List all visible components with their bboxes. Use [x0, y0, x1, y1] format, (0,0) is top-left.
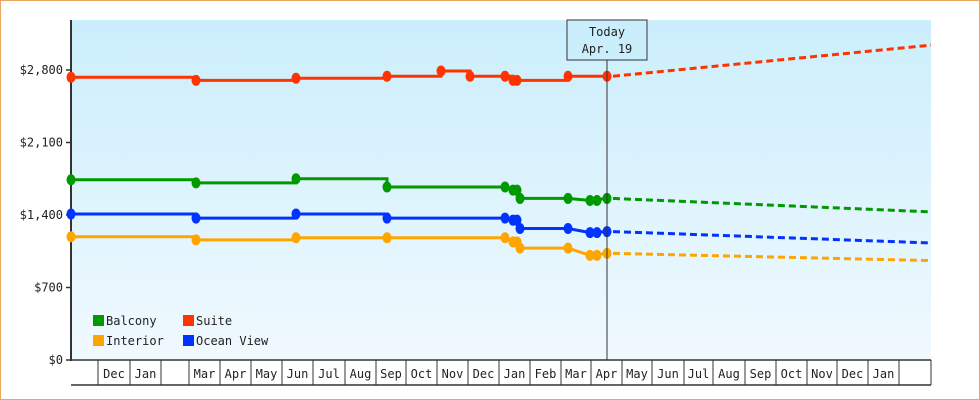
x-month-label: Nov	[442, 367, 464, 381]
data-point-marker[interactable]	[465, 70, 475, 82]
x-month-label: Dec	[842, 367, 864, 381]
data-point-marker[interactable]	[585, 227, 595, 239]
x-month-label: May	[256, 367, 278, 381]
data-point-marker[interactable]	[436, 65, 446, 77]
data-point-marker[interactable]	[592, 227, 602, 239]
data-point-marker[interactable]	[515, 222, 525, 234]
legend-label[interactable]: Balcony	[106, 314, 157, 328]
data-point-marker[interactable]	[563, 70, 573, 82]
x-month-label: Jan	[504, 367, 526, 381]
data-point-marker[interactable]	[382, 70, 392, 82]
x-month-label: Jul	[318, 367, 340, 381]
legend-swatch	[93, 335, 104, 346]
x-month-label: Aug	[718, 367, 740, 381]
legend-label[interactable]: Suite	[196, 314, 232, 328]
forecast-line	[612, 251, 932, 263]
today-date: Apr. 19	[582, 42, 633, 56]
x-month-label: Jun	[287, 367, 309, 381]
x-month-label: Mar	[194, 367, 216, 381]
data-point-marker[interactable]	[512, 184, 522, 196]
data-point-marker[interactable]	[382, 212, 392, 224]
data-point-marker[interactable]	[515, 192, 525, 204]
x-month-label: Nov	[811, 367, 833, 381]
y-tick-label: $1,400	[20, 208, 63, 222]
legend-swatch	[183, 315, 194, 326]
x-month-label: Sep	[380, 367, 402, 381]
x-month-label: Mar	[565, 367, 587, 381]
x-month-label: Feb	[535, 367, 557, 381]
y-tick-label: $2,800	[20, 63, 63, 77]
data-point-marker[interactable]	[66, 208, 76, 220]
data-point-marker[interactable]	[512, 74, 522, 86]
x-month-label: Dec	[103, 367, 125, 381]
data-point-marker[interactable]	[592, 195, 602, 206]
y-tick-label: $0	[49, 353, 63, 367]
forecast-line	[612, 43, 932, 78]
data-point-marker[interactable]	[592, 249, 602, 261]
data-point-marker[interactable]	[291, 208, 301, 220]
data-point-marker[interactable]	[191, 177, 201, 189]
legend: Balcony Suite Interior Ocean View	[93, 314, 269, 348]
forecast-line	[612, 196, 932, 214]
y-tick-label: $2,100	[20, 136, 63, 150]
x-month-label: Jan	[135, 367, 157, 381]
data-point-marker[interactable]	[382, 232, 392, 244]
y-axis: $0 $700 $1,400 $2,100 $2,800	[20, 20, 72, 367]
data-point-marker[interactable]	[515, 242, 525, 254]
today-label: Today	[589, 25, 625, 39]
data-point-marker[interactable]	[66, 231, 76, 243]
data-point-marker[interactable]	[191, 212, 201, 224]
data-point-marker[interactable]	[66, 174, 76, 186]
x-month-label: Apr	[225, 367, 247, 381]
data-point-marker[interactable]	[563, 192, 573, 204]
legend-label[interactable]: Ocean View	[196, 334, 269, 348]
x-month-label: Aug	[350, 367, 372, 381]
x-month-label: Jul	[688, 367, 710, 381]
x-month-label: Oct	[781, 367, 803, 381]
data-point-marker[interactable]	[500, 232, 510, 244]
legend-label[interactable]: Interior	[106, 334, 164, 348]
data-point-marker[interactable]	[291, 232, 301, 244]
x-month-label: Sep	[750, 367, 772, 381]
data-point-marker[interactable]	[191, 74, 201, 86]
data-point-marker[interactable]	[291, 173, 301, 185]
legend-swatch	[183, 335, 194, 346]
data-point-marker[interactable]	[563, 242, 573, 254]
today-marker: Today Apr. 19	[566, 19, 648, 360]
data-point-marker[interactable]	[382, 181, 392, 193]
data-point-marker[interactable]	[500, 212, 510, 224]
data-point-marker[interactable]	[585, 195, 595, 206]
data-point-marker[interactable]	[512, 214, 522, 226]
forecast-line	[612, 230, 932, 245]
y-tick-label: $700	[34, 281, 63, 295]
x-month-label: Jun	[657, 367, 679, 381]
plot-area	[71, 20, 931, 360]
x-month-label: Oct	[411, 367, 433, 381]
data-point-marker[interactable]	[500, 181, 510, 193]
data-point-marker[interactable]	[500, 70, 510, 82]
x-month-label: Dec	[473, 367, 495, 381]
x-month-label: Apr	[596, 367, 618, 381]
data-point-marker[interactable]	[66, 71, 76, 83]
data-point-marker[interactable]	[291, 72, 301, 84]
data-point-marker[interactable]	[563, 222, 573, 234]
legend-swatch	[93, 315, 104, 326]
x-month-label: Jan	[873, 367, 895, 381]
data-point-marker[interactable]	[585, 249, 595, 261]
x-month-label: May	[626, 367, 648, 381]
x-axis: Dec Jan Mar Apr May Jun Jul Aug Sep Oct Nov Dec Jan F…	[71, 359, 932, 386]
data-point-marker[interactable]	[191, 234, 201, 246]
